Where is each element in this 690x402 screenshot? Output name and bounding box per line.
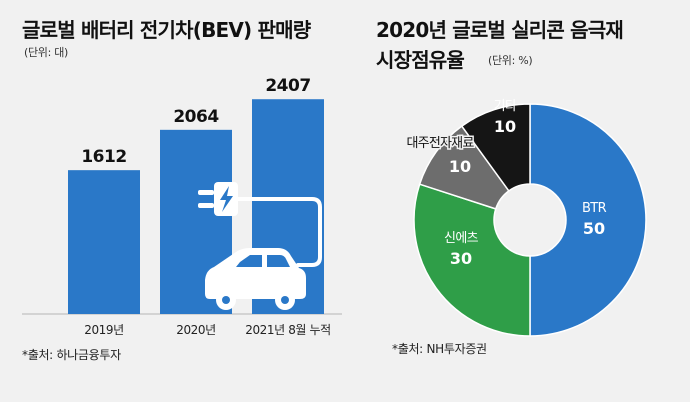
bar-chart-title: 글로벌 배터리 전기차(BEV) 판매량 — [22, 18, 311, 42]
pie-chart-unit: (단위: %) — [488, 54, 533, 67]
slice-label: 기타 — [494, 99, 517, 114]
slice-value-label: 10 — [494, 117, 516, 136]
slice-label: 신에츠 — [444, 231, 479, 246]
slice-label: BTR — [582, 201, 607, 216]
pie-chart-source: *출처: NH투자증권 — [392, 342, 487, 356]
bev-sales-panel: 글로벌 배터리 전기차(BEV) 판매량 (단위: 대) 1612 2019년 — [22, 18, 342, 362]
bar-value-label: 1612 — [81, 147, 126, 167]
bar-value-label: 2064 — [173, 107, 219, 127]
donut-slice-4 — [460, 103, 531, 192]
pie-chart-title-line1: 2020년 글로벌 실리콘 음극재 — [376, 18, 624, 42]
silicon-anode-share-panel: 2020년 글로벌 실리콘 음극재 시장점유율 (단위: %) BTR 50 신에츠… — [360, 0, 690, 402]
slice-value-label: 50 — [583, 219, 605, 238]
donut-chart: BTR 50 신에츠 30 대주전자재료 10 기타 10 — [405, 99, 647, 337]
bar-value-label: 2407 — [265, 76, 310, 96]
x-tick-label: 2021년 8월 누적 — [245, 323, 331, 337]
slice-value-label: 10 — [449, 157, 471, 176]
slice-label: 대주전자재료 — [407, 136, 475, 151]
slice-value-label: 30 — [450, 249, 472, 268]
x-tick-label: 2020년 — [176, 323, 216, 337]
bar-1 — [68, 170, 140, 314]
donut-slice-2 — [413, 183, 531, 337]
bar-chart-source: *출처: 하나금융투자 — [22, 348, 121, 362]
bar-chart: 1612 2019년 2064 2020년 2407 2021년 8월 누적 — [22, 76, 342, 337]
x-tick-label: 2019년 — [84, 323, 124, 337]
bar-chart-unit: (단위: 대) — [24, 46, 69, 59]
pie-chart-title-line2: 시장점유율 — [376, 48, 465, 72]
electric-car-plug-icon — [198, 182, 322, 310]
donut-slice-1 — [529, 103, 647, 337]
